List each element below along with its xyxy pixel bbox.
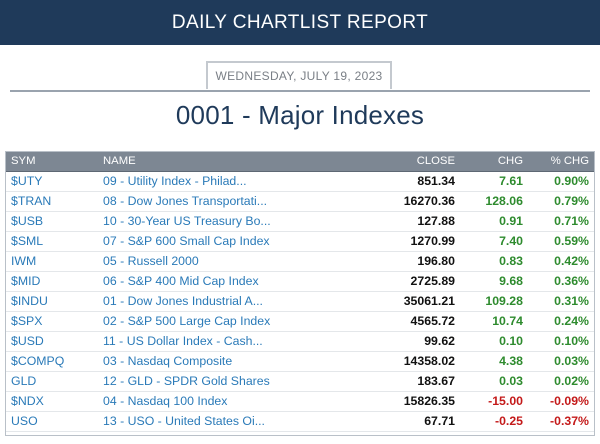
percent-change-value: 0.42% <box>529 251 595 272</box>
percent-change-value: 0.03% <box>529 351 595 372</box>
table-row[interactable]: $NDX 04 - Nasdaq 100 Index 15826.35 -15.00-… <box>5 391 595 412</box>
change-value: 4.38 <box>461 351 529 372</box>
symbol-link[interactable]: USO <box>5 411 97 432</box>
close-value: 2725.89 <box>311 271 461 292</box>
table-row[interactable]: $SML 07 - S&P 600 Small Cap Index 1270.99 7… <box>5 231 595 252</box>
close-value: 183.67 <box>311 371 461 392</box>
percent-change-value: 0.02% <box>529 371 595 392</box>
column-header-pct-chg[interactable]: % CHG <box>529 151 595 172</box>
table-row[interactable]: GLD 12 - GLD - SPDR Gold Shares 183.67 0.03… <box>5 371 595 392</box>
change-value: -15.00 <box>461 391 529 412</box>
report-date: WEDNESDAY, JULY 19, 2023 <box>206 61 392 89</box>
column-header-name[interactable]: NAME <box>97 151 311 172</box>
name-link[interactable]: 11 - US Dollar Index - Cash... <box>97 331 311 352</box>
close-value: 67.71 <box>311 411 461 432</box>
chartlist-table: SYM NAME CLOSE CHG % CHG $UTY 09 - Utilit… <box>5 151 595 432</box>
percent-change-value: 0.90% <box>529 171 595 192</box>
percent-change-value: 0.59% <box>529 231 595 252</box>
close-value: 127.88 <box>311 211 461 232</box>
date-divider <box>10 90 590 92</box>
change-value: 0.03 <box>461 371 529 392</box>
name-link[interactable]: 03 - Nasdaq Composite <box>97 351 311 372</box>
symbol-link[interactable]: $MID <box>5 271 97 292</box>
symbol-link[interactable]: $INDU <box>5 291 97 312</box>
close-value: 15826.35 <box>311 391 461 412</box>
close-value: 14358.02 <box>311 351 461 372</box>
table-row[interactable]: $INDU 01 - Dow Jones Industrial A... 35061… <box>5 291 595 312</box>
percent-change-value: 0.71% <box>529 211 595 232</box>
table-row[interactable]: $UTY 09 - Utility Index - Philad... 851.34… <box>5 171 595 192</box>
symbol-link[interactable]: $NDX <box>5 391 97 412</box>
name-link[interactable]: 12 - GLD - SPDR Gold Shares <box>97 371 311 392</box>
symbol-link[interactable]: $SPX <box>5 311 97 332</box>
change-value: 7.40 <box>461 231 529 252</box>
percent-change-value: 0.10% <box>529 331 595 352</box>
close-value: 851.34 <box>311 171 461 192</box>
column-header-chg[interactable]: CHG <box>461 151 529 172</box>
report-header: DAILY CHARTLIST REPORT <box>0 0 600 45</box>
percent-change-value: 0.24% <box>529 311 595 332</box>
percent-change-value: -0.09% <box>529 391 595 412</box>
name-link[interactable]: 04 - Nasdaq 100 Index <box>97 391 311 412</box>
percent-change-value: -0.37% <box>529 411 595 432</box>
table-row[interactable]: $SPX 02 - S&P 500 Large Cap Index 4565.72 1… <box>5 311 595 332</box>
chartlist-title: 0001 - Major Indexes <box>175 100 425 130</box>
chartlist-table-container: SYM NAME CLOSE CHG % CHG $UTY 09 - Utilit… <box>5 151 595 432</box>
change-value: -0.25 <box>461 411 529 432</box>
table-row[interactable]: $TRAN 08 - Dow Jones Transportati... 16270… <box>5 191 595 212</box>
column-header-close[interactable]: CLOSE <box>311 151 461 172</box>
symbol-link[interactable]: $SML <box>5 231 97 252</box>
close-value: 35061.21 <box>311 291 461 312</box>
percent-change-value: 0.79% <box>529 191 595 212</box>
close-value: 99.62 <box>311 331 461 352</box>
percent-change-value: 0.36% <box>529 271 595 292</box>
change-value: 9.68 <box>461 271 529 292</box>
table-row[interactable]: $USD 11 - US Dollar Index - Cash... 99.62 0… <box>5 331 595 352</box>
close-value: 1270.99 <box>311 231 461 252</box>
close-value: 16270.36 <box>311 191 461 212</box>
report-header-title: DAILY CHARTLIST REPORT <box>171 11 429 33</box>
symbol-link[interactable]: $USB <box>5 211 97 232</box>
change-value: 128.06 <box>461 191 529 212</box>
name-link[interactable]: 08 - Dow Jones Transportati... <box>97 191 311 212</box>
symbol-link[interactable]: $UTY <box>5 171 97 192</box>
table-header-row: SYM NAME CLOSE CHG % CHG <box>5 151 595 172</box>
table-row[interactable]: USO 13 - USO - United States Oi... 67.71 -0… <box>5 411 595 432</box>
symbol-link[interactable]: $COMPQ <box>5 351 97 372</box>
change-value: 7.61 <box>461 171 529 192</box>
name-link[interactable]: 09 - Utility Index - Philad... <box>97 171 311 192</box>
symbol-link[interactable]: IWM <box>5 251 97 272</box>
table-row[interactable]: $COMPQ 03 - Nasdaq Composite 14358.02 4.38 0… <box>5 351 595 372</box>
table-row[interactable]: $USB 10 - 30-Year US Treasury Bo... 127.88… <box>5 211 595 232</box>
change-value: 0.83 <box>461 251 529 272</box>
column-header-sym[interactable]: SYM <box>5 151 97 172</box>
symbol-link[interactable]: $TRAN <box>5 191 97 212</box>
percent-change-value: 0.31% <box>529 291 595 312</box>
table-row[interactable]: IWM 05 - Russell 2000 196.80 0.83 0.42% <box>5 251 595 272</box>
change-value: 109.28 <box>461 291 529 312</box>
name-link[interactable]: 13 - USO - United States Oi... <box>97 411 311 432</box>
change-value: 0.10 <box>461 331 529 352</box>
name-link[interactable]: 06 - S&P 400 Mid Cap Index <box>97 271 311 292</box>
table-row[interactable]: $MID 06 - S&P 400 Mid Cap Index 2725.89 9.6… <box>5 271 595 292</box>
symbol-link[interactable]: GLD <box>5 371 97 392</box>
table-body: $UTY 09 - Utility Index - Philad... 851.34… <box>5 171 595 432</box>
name-link[interactable]: 02 - S&P 500 Large Cap Index <box>97 311 311 332</box>
name-link[interactable]: 07 - S&P 600 Small Cap Index <box>97 231 311 252</box>
name-link[interactable]: 01 - Dow Jones Industrial A... <box>97 291 311 312</box>
close-value: 4565.72 <box>311 311 461 332</box>
close-value: 196.80 <box>311 251 461 272</box>
change-value: 10.74 <box>461 311 529 332</box>
name-link[interactable]: 10 - 30-Year US Treasury Bo... <box>97 211 311 232</box>
name-link[interactable]: 05 - Russell 2000 <box>97 251 311 272</box>
symbol-link[interactable]: $USD <box>5 331 97 352</box>
change-value: 0.91 <box>461 211 529 232</box>
